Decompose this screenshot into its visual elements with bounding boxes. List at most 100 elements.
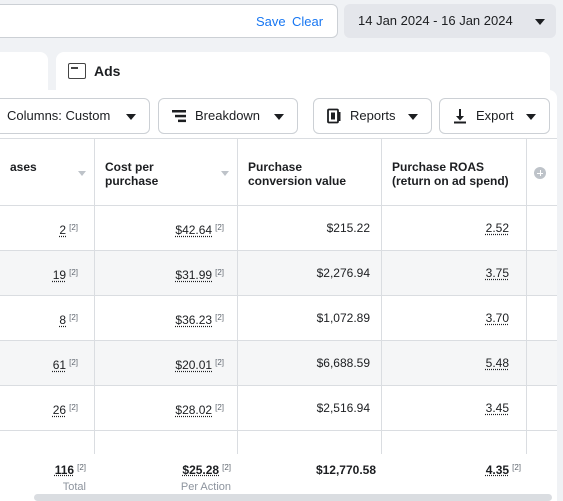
- roas-cell-value[interactable]: 3.45: [485, 401, 509, 415]
- purchases-cell-value[interactable]: 19: [52, 268, 67, 282]
- total-cost-value[interactable]: $25.28: [182, 463, 220, 477]
- purchases-cell-value[interactable]: 61: [52, 358, 67, 372]
- column-divider: [237, 138, 238, 501]
- purchases-cell-value[interactable]: 26: [52, 403, 67, 417]
- cost-per-purchase-cell: $20.01 [2]: [95, 341, 231, 385]
- roas-cell: 3.45: [381, 386, 521, 430]
- table-header: ases Cost per purchase Purchase conversi…: [0, 138, 557, 206]
- note-marker: [2]: [69, 313, 78, 322]
- total-roas-value[interactable]: 4.35: [485, 463, 510, 477]
- chevron-down-icon: [126, 114, 136, 120]
- add-column-icon[interactable]: [534, 167, 546, 179]
- roas-cell: 3.70: [381, 296, 521, 340]
- purchases-cell: 2 [2]: [0, 206, 86, 250]
- cost-per-purchase-cell-value[interactable]: $42.64: [175, 223, 213, 237]
- conversion-value-cell: $2,276.94: [237, 251, 376, 295]
- total-roas: 4.35 [2]: [381, 463, 521, 477]
- chevron-down-icon: [274, 114, 284, 120]
- column-header-label: Purchase conversion value: [248, 160, 347, 188]
- table-row: 8 [2] $36.23 [2] $1,072.89 3.70: [0, 296, 557, 341]
- conversion-value-cell: $1,072.89: [237, 296, 376, 340]
- note-marker: [2]: [222, 463, 231, 472]
- cost-per-purchase-cell: $31.99 [2]: [95, 251, 231, 295]
- purchases-cell-value[interactable]: 2: [59, 223, 67, 237]
- ads-table-panel: Columns: Custom Breakdown Reports Export…: [0, 90, 557, 501]
- purchases-cell: 61 [2]: [0, 341, 86, 385]
- note-marker: [2]: [69, 223, 78, 232]
- filter-bar: Save Clear 14 Jan 2024 - 16 Jan 2024: [0, 0, 563, 44]
- cost-per-purchase-cell-value[interactable]: $28.02: [175, 403, 213, 417]
- tab-adsets[interactable]: [0, 52, 48, 92]
- note-marker: [2]: [69, 268, 78, 277]
- cost-per-purchase-cell-value[interactable]: $20.01: [175, 358, 213, 372]
- roas-cell: 3.75: [381, 251, 521, 295]
- roas-cell-value[interactable]: 3.75: [485, 266, 509, 280]
- note-marker: [2]: [215, 223, 224, 232]
- conversion-value-cell: $2,516.94: [237, 386, 376, 430]
- cost-per-purchase-cell-value[interactable]: $31.99: [175, 268, 213, 282]
- column-header-label: ases: [10, 160, 37, 174]
- reports-button[interactable]: Reports: [313, 98, 432, 134]
- note-marker: [2]: [69, 403, 78, 412]
- export-button[interactable]: Export: [439, 98, 550, 134]
- note-marker: [2]: [512, 463, 521, 472]
- roas-cell-value[interactable]: 5.48: [485, 356, 509, 370]
- table-row: 19 [2] $31.99 [2] $2,276.94 3.75: [0, 251, 557, 296]
- purchases-cell: 26 [2]: [0, 386, 86, 430]
- column-header-cost-per-purchase[interactable]: Cost per purchase: [95, 139, 237, 205]
- reports-label: Reports: [350, 108, 396, 123]
- purchases-cell-value[interactable]: 8: [59, 313, 67, 327]
- purchases-cell: 19 [2]: [0, 251, 86, 295]
- column-header-label: Purchase ROAS (return on ad spend): [392, 160, 509, 188]
- column-header-label: Cost per purchase: [105, 160, 159, 188]
- roas-cell: 5.48: [381, 341, 521, 385]
- column-header-roas[interactable]: Purchase ROAS (return on ad spend): [382, 139, 527, 205]
- total-purchases-value[interactable]: 116: [54, 463, 75, 477]
- cost-per-purchase-cell-value[interactable]: $36.23: [175, 313, 213, 327]
- note-marker: [2]: [215, 403, 224, 412]
- roas-cell-value[interactable]: 3.70: [485, 311, 509, 325]
- sort-icon[interactable]: [78, 171, 86, 176]
- clear-filter-link[interactable]: Clear: [292, 14, 324, 29]
- cost-per-purchase-cell: $42.64 [2]: [95, 206, 231, 250]
- filter-search-box[interactable]: [0, 4, 338, 38]
- column-divider: [526, 138, 527, 501]
- conversion-value-cell-value: $1,072.89: [316, 311, 370, 325]
- totals-row: 116 [2] Total $25.28 [2] Per Action $12,77…: [0, 454, 557, 501]
- note-marker: [2]: [77, 463, 86, 472]
- conversion-value-cell-value: $2,516.94: [316, 401, 370, 415]
- breakdown-button[interactable]: Breakdown: [158, 98, 298, 134]
- total-cost-per-purchase: $25.28 [2] Per Action: [95, 463, 231, 493]
- columns-label: Columns: Custom: [7, 108, 111, 123]
- total-purchases: 116 [2] Total: [0, 463, 86, 493]
- conversion-value-cell-value: $215.22: [326, 221, 370, 235]
- download-icon: [454, 109, 466, 124]
- column-header-purchases[interactable]: ases: [0, 139, 94, 205]
- column-divider: [94, 138, 95, 501]
- date-range-picker[interactable]: 14 Jan 2024 - 16 Jan 2024: [344, 4, 556, 38]
- column-divider: [381, 138, 382, 501]
- cost-per-purchase-cell: $28.02 [2]: [95, 386, 231, 430]
- column-header-conversion-value[interactable]: Purchase conversion value: [238, 139, 382, 205]
- purchases-cell: 8 [2]: [0, 296, 86, 340]
- chevron-down-icon: [408, 114, 418, 120]
- note-marker: [2]: [215, 268, 224, 277]
- cost-per-purchase-cell: $36.23 [2]: [95, 296, 231, 340]
- save-filter-link[interactable]: Save: [256, 14, 286, 29]
- breakdown-icon: [172, 110, 186, 123]
- roas-cell: 2.52: [381, 206, 521, 250]
- conversion-value-cell: $6,688.59: [237, 341, 376, 385]
- total-conversion-value: $12,770.58: [315, 463, 376, 477]
- sort-icon[interactable]: [221, 171, 229, 176]
- conversion-value-cell-value: $2,276.94: [316, 266, 370, 280]
- date-range-label: 14 Jan 2024 - 16 Jan 2024: [358, 13, 513, 28]
- ad-icon: [68, 63, 86, 79]
- columns-button[interactable]: Columns: Custom: [0, 98, 150, 134]
- tab-ads[interactable]: Ads: [56, 52, 550, 92]
- chevron-down-icon: [526, 114, 536, 120]
- note-marker: [2]: [215, 358, 224, 367]
- table-row: 2 [2] $42.64 [2] $215.22 2.52: [0, 206, 557, 251]
- conversion-value-cell-value: $6,688.59: [316, 356, 370, 370]
- roas-cell-value[interactable]: 2.52: [485, 221, 509, 235]
- horizontal-scrollbar[interactable]: [34, 494, 552, 501]
